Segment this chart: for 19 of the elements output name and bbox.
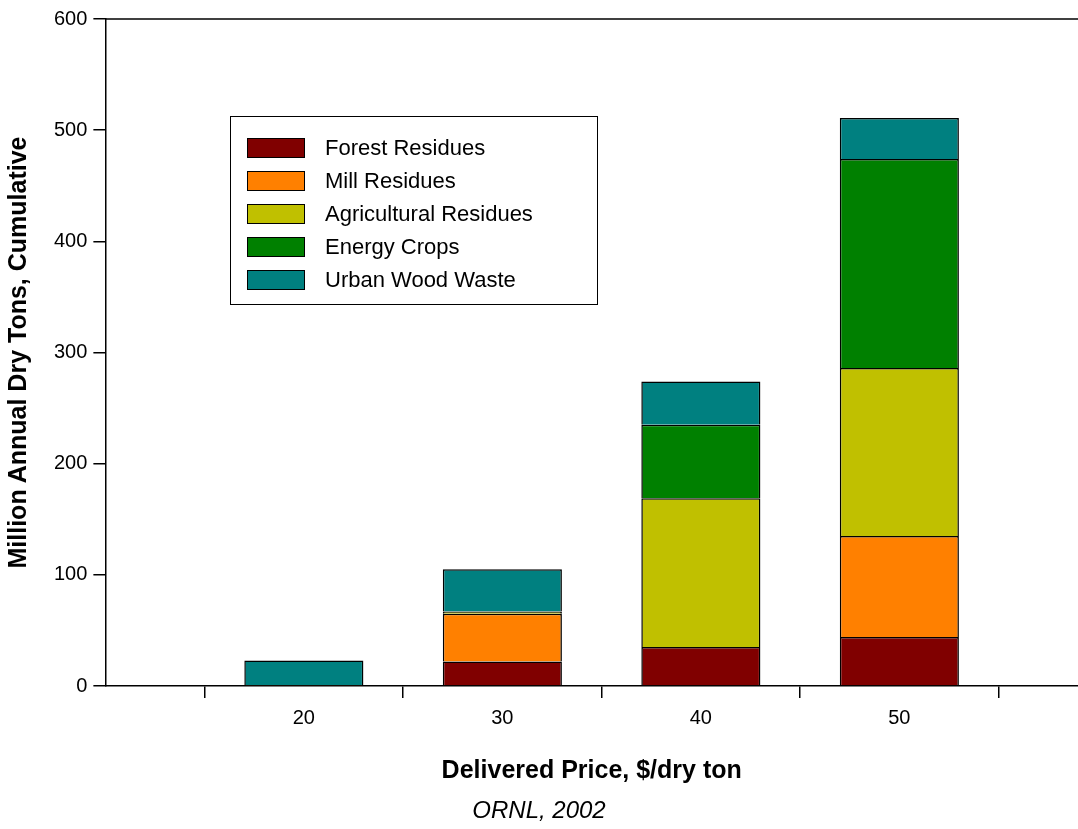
y-tick-label: 200 bbox=[53, 451, 88, 474]
x-tick-label: 20 bbox=[292, 705, 315, 728]
legend-label: Urban Wood Waste bbox=[325, 266, 516, 293]
y-tick-label: 500 bbox=[53, 117, 88, 140]
y-tick-label: 400 bbox=[53, 228, 88, 251]
legend-label: Mill Residues bbox=[325, 167, 456, 194]
y-tick-label: 100 bbox=[53, 562, 88, 585]
x-axis-title: Delivered Price, $/dry ton bbox=[441, 754, 742, 783]
x-tick-label: 50 bbox=[888, 705, 911, 728]
y-tick-label: 600 bbox=[53, 6, 88, 29]
text: ORNL, 2002 bbox=[471, 796, 607, 824]
legend-label: Agricultural Residues bbox=[325, 200, 533, 227]
y-tick-label: 0 bbox=[76, 673, 88, 696]
x-tick-label: 30 bbox=[491, 705, 514, 728]
legend-label: Energy Crops bbox=[325, 233, 460, 260]
legend-label: Forest Residues bbox=[325, 134, 486, 161]
y-axis-title: Million Annual Dry Tons, Cumulative bbox=[2, 136, 31, 569]
x-tick-label: 40 bbox=[689, 705, 712, 728]
y-tick-label: 300 bbox=[53, 340, 88, 363]
